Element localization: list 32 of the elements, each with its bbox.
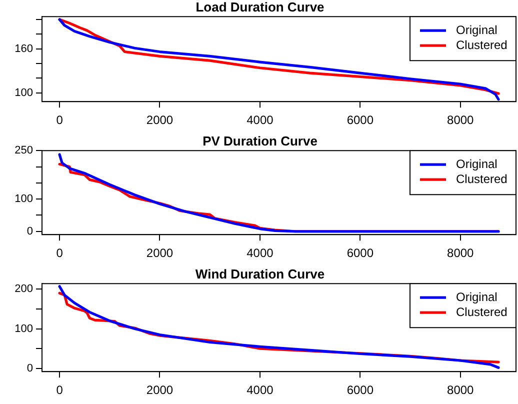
x-tick-label: 0 xyxy=(56,383,64,398)
y-tick-label: 0 xyxy=(26,225,33,238)
y-tick-label: 200 xyxy=(14,283,33,296)
x-tick-label: 6000 xyxy=(346,383,374,398)
x-tick-label: 0 xyxy=(56,246,64,260)
x-tick-label: 0 xyxy=(56,113,64,128)
x-tick-label: 2000 xyxy=(146,246,174,260)
legend-label: Original xyxy=(456,22,498,37)
chart-title: PV Duration Curve xyxy=(202,133,318,148)
x-tick-label: 2000 xyxy=(146,113,174,128)
x-tick-label: 6000 xyxy=(346,113,374,128)
legend-label: Clustered xyxy=(456,38,508,52)
y-tick-label: 250 xyxy=(14,144,33,157)
chart-title: Wind Duration Curve xyxy=(195,266,325,282)
x-tick-label: 4000 xyxy=(246,383,274,398)
x-tick-label: 8000 xyxy=(447,246,474,260)
y-tick-label: 0 xyxy=(26,362,33,374)
x-tick-label: 4000 xyxy=(246,246,274,260)
y-tick-label: 100 xyxy=(14,322,33,335)
chart-title: Load Duration Curve xyxy=(196,0,324,14)
legend-label: Original xyxy=(456,290,498,304)
legend-label: Original xyxy=(456,156,498,171)
y-tick-label: 160 xyxy=(14,42,33,55)
x-tick-label: 8000 xyxy=(447,113,474,128)
x-tick-label: 8000 xyxy=(447,383,474,398)
legend-label: Clustered xyxy=(456,172,508,186)
y-tick-label: 100 xyxy=(14,193,33,206)
legend-label: Clustered xyxy=(456,304,508,319)
x-tick-label: 6000 xyxy=(346,246,374,260)
x-tick-label: 4000 xyxy=(246,113,274,128)
x-tick-label: 2000 xyxy=(146,383,174,398)
y-tick-label: 100 xyxy=(14,86,33,99)
